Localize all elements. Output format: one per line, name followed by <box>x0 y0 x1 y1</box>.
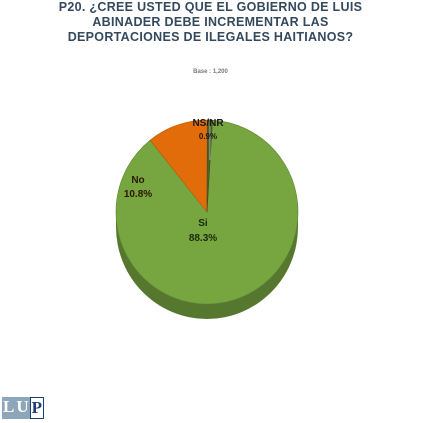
slice-label-value: 0.9% <box>199 132 217 141</box>
slice-label-category: NS/NR <box>192 118 224 129</box>
chart-title: P20. ¿CREE USTED QUE EL GOBIERNO DE LUIS… <box>0 0 421 45</box>
chart-title-line: ABINADER DEBE INCREMENTAR LAS <box>92 15 329 29</box>
logo-letter: L <box>2 397 16 419</box>
pie-tops <box>115 119 299 305</box>
chart-title-line: P20. ¿CREE USTED QUE EL GOBIERNO DE LUIS <box>58 0 363 14</box>
pie-slice-side-si <box>116 212 298 319</box>
logo-letter: P <box>29 397 45 419</box>
chart-title-line: DEPORTACIONES DE ILEGALES HAITIANOS? <box>67 30 354 44</box>
slice-label-category: No <box>131 175 144 186</box>
slice-label-value: 88.3% <box>189 233 217 244</box>
sample-base-note: Base : 1,200 <box>193 69 228 75</box>
company-logo: L U P <box>2 397 45 419</box>
pie-sides <box>116 212 298 319</box>
slice-label-value: 10.8% <box>124 189 152 200</box>
logo-letter: U <box>15 397 30 419</box>
slice-label-category: Si <box>198 218 208 229</box>
